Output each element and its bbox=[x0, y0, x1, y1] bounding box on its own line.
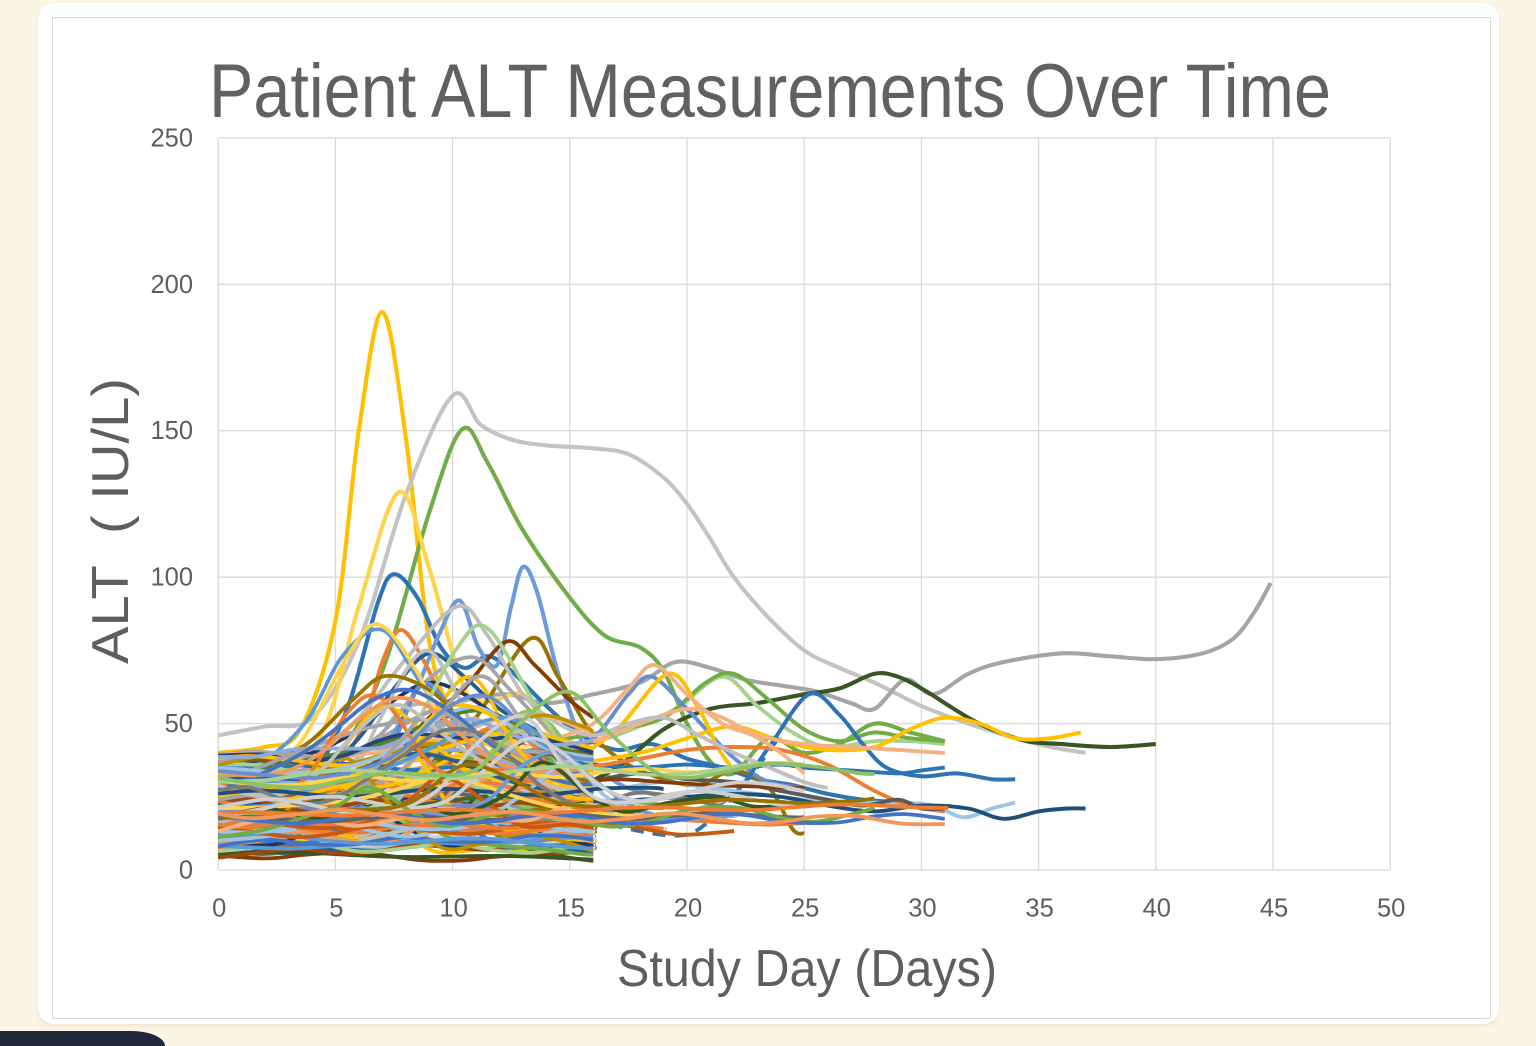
svg-text:150: 150 bbox=[150, 417, 193, 445]
svg-text:0: 0 bbox=[212, 895, 226, 923]
svg-text:50: 50 bbox=[1377, 895, 1405, 923]
svg-text:Patient ALT Measurements Over: Patient ALT Measurements Over Time bbox=[209, 49, 1331, 134]
svg-text:20: 20 bbox=[674, 895, 702, 923]
svg-text:0: 0 bbox=[179, 857, 193, 885]
svg-text:40: 40 bbox=[1143, 895, 1171, 923]
svg-text:35: 35 bbox=[1025, 895, 1053, 923]
svg-text:50: 50 bbox=[165, 710, 193, 738]
svg-text:30: 30 bbox=[908, 895, 936, 923]
svg-text:ALT ( IU/L): ALT ( IU/L) bbox=[82, 378, 140, 664]
svg-text:100: 100 bbox=[150, 564, 193, 592]
svg-text:25: 25 bbox=[791, 895, 819, 923]
svg-text:10: 10 bbox=[439, 895, 467, 923]
svg-text:200: 200 bbox=[150, 271, 193, 299]
svg-text:Study Day (Days): Study Day (Days) bbox=[617, 940, 997, 998]
svg-text:15: 15 bbox=[557, 895, 585, 923]
svg-text:45: 45 bbox=[1260, 895, 1288, 923]
svg-text:250: 250 bbox=[150, 124, 193, 152]
svg-text:5: 5 bbox=[329, 895, 343, 923]
